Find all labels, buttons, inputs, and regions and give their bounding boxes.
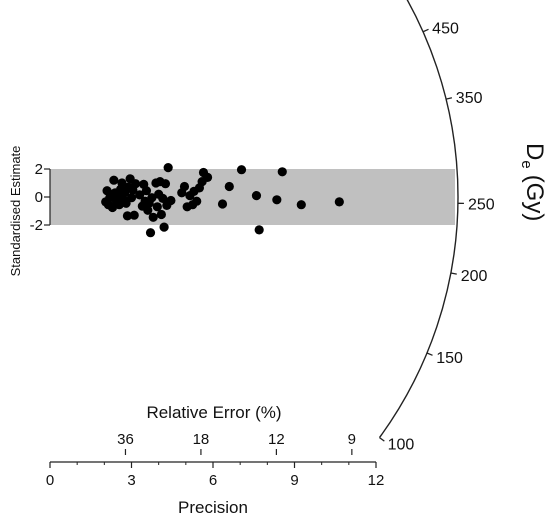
relative-error-tick-label: 12 xyxy=(268,431,285,448)
relative-error-tick-label: 9 xyxy=(348,431,356,448)
data-point xyxy=(143,205,153,215)
data-point xyxy=(224,181,234,192)
de-axis-label: De (Gy) xyxy=(518,143,548,221)
precision-tick-label: 0 xyxy=(46,472,54,489)
data-point xyxy=(160,179,171,189)
de-axis-label-sub: e xyxy=(518,160,535,168)
data-point xyxy=(109,175,119,185)
precision-axis-label: Precision xyxy=(178,498,248,517)
relative-error-tick-label: 36 xyxy=(117,431,134,448)
data-point xyxy=(145,228,156,238)
data-point xyxy=(192,196,202,206)
data-point xyxy=(126,193,137,203)
de-tick-label: 100 xyxy=(388,436,415,453)
y-tick-label: 0 xyxy=(35,189,43,206)
precision-tick-label: 3 xyxy=(127,472,135,489)
data-point xyxy=(251,191,262,201)
y-axis: 2 0 -2 Standardised Estimate xyxy=(8,146,51,277)
data-point xyxy=(217,199,228,209)
data-point xyxy=(334,197,344,207)
data-point xyxy=(148,212,158,222)
precision-tick-label: 9 xyxy=(290,472,298,489)
data-point xyxy=(135,190,145,200)
data-point xyxy=(141,186,152,196)
de-tick-label: 450 xyxy=(432,21,459,38)
de-tick xyxy=(422,28,429,33)
precision-tick-label: 12 xyxy=(368,472,385,489)
de-tick-label: 150 xyxy=(436,350,463,367)
de-tick xyxy=(445,97,453,100)
de-tick xyxy=(379,437,385,442)
y-tick-label: 2 xyxy=(35,161,43,178)
de-tick-label: 350 xyxy=(456,90,483,107)
de-tick xyxy=(450,272,457,275)
de-axis-label-main: D xyxy=(521,143,548,160)
data-point xyxy=(152,202,162,212)
data-point xyxy=(122,211,133,221)
data-point xyxy=(202,172,213,182)
data-point xyxy=(166,195,176,206)
data-point xyxy=(277,167,287,177)
data-point xyxy=(236,165,247,175)
de-tick-label: 250 xyxy=(468,196,495,213)
de-arc xyxy=(378,0,459,439)
y-axis-label: Standardised Estimate xyxy=(8,146,23,277)
data-point xyxy=(163,163,173,173)
data-point xyxy=(296,200,306,210)
data-point xyxy=(147,193,157,203)
data-point xyxy=(159,222,169,232)
relative-error-axis-label: Relative Error (%) xyxy=(146,403,281,422)
data-point xyxy=(272,195,282,205)
data-point xyxy=(129,210,139,220)
data-point xyxy=(130,179,141,189)
data-point xyxy=(179,181,190,192)
precision-tick-label: 6 xyxy=(209,472,217,489)
data-points xyxy=(101,163,344,238)
de-axis-label-unit: (Gy) xyxy=(521,175,548,222)
data-point xyxy=(156,209,166,220)
de-tick xyxy=(426,352,433,356)
data-point xyxy=(117,178,127,188)
data-point xyxy=(254,225,264,235)
y-tick-label: -2 xyxy=(30,217,43,234)
relative-error-tick-label: 18 xyxy=(193,431,210,448)
data-point xyxy=(158,193,168,203)
precision-axis: Precision 0 3 6 9 12 xyxy=(46,461,385,517)
relative-error-axis: Relative Error (%) 36 18 12 9 xyxy=(117,403,356,455)
de-radial-axis: 650450350250200150100 xyxy=(378,0,495,453)
de-tick-label: 200 xyxy=(461,268,488,285)
